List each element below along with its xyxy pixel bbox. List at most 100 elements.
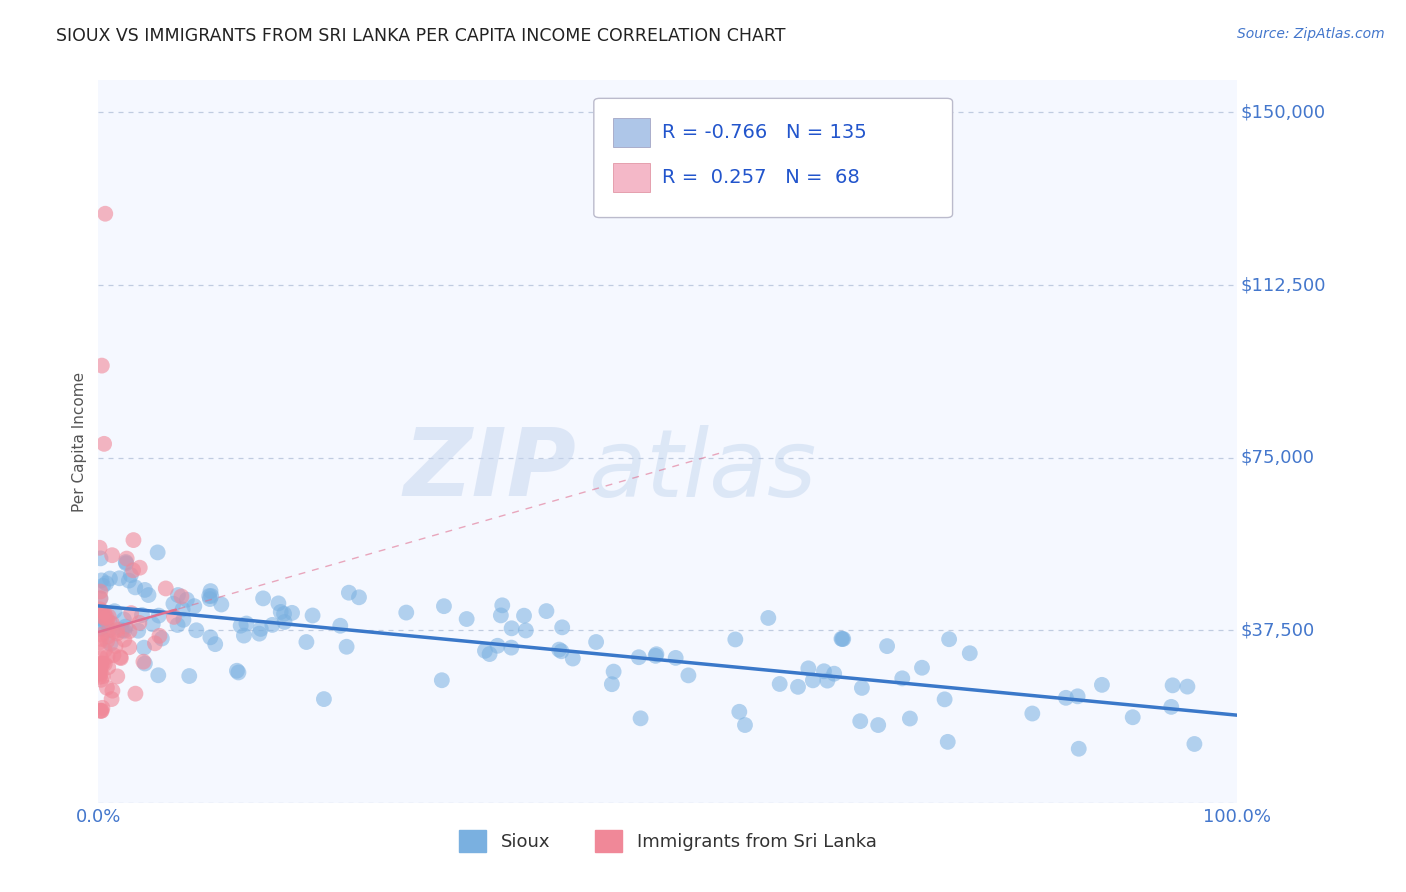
Point xyxy=(91,604,114,618)
Point xyxy=(142,617,165,632)
Point xyxy=(891,671,914,685)
Point xyxy=(90,632,112,646)
Point xyxy=(120,568,142,582)
Point xyxy=(111,624,134,638)
Point xyxy=(89,541,111,555)
Text: $75,000: $75,000 xyxy=(1240,449,1315,467)
Point xyxy=(172,602,194,616)
Point xyxy=(249,622,271,636)
Point xyxy=(166,618,188,632)
Point xyxy=(89,584,111,599)
Point xyxy=(115,557,138,571)
Point xyxy=(93,657,115,671)
Point xyxy=(103,604,125,618)
Point xyxy=(89,591,111,606)
Point xyxy=(89,635,111,649)
Point xyxy=(395,606,418,620)
Point xyxy=(301,608,323,623)
Point xyxy=(163,610,186,624)
Point xyxy=(162,597,184,611)
Point xyxy=(124,580,146,594)
Point xyxy=(252,591,274,606)
Point xyxy=(876,639,898,653)
FancyBboxPatch shape xyxy=(613,118,650,147)
Point xyxy=(561,651,583,665)
Point xyxy=(938,632,960,647)
Point xyxy=(118,640,141,655)
Point xyxy=(491,599,513,613)
Point xyxy=(105,626,128,640)
Point xyxy=(797,661,820,675)
Point xyxy=(1184,737,1206,751)
Point xyxy=(108,571,131,585)
Point xyxy=(89,608,111,623)
Point xyxy=(89,663,111,677)
Point xyxy=(89,551,111,566)
Point xyxy=(120,606,142,620)
Point xyxy=(515,624,537,638)
Point xyxy=(1091,678,1114,692)
Point xyxy=(122,533,145,547)
Point xyxy=(247,626,270,640)
FancyBboxPatch shape xyxy=(593,98,953,218)
Text: ZIP: ZIP xyxy=(404,425,576,516)
Point xyxy=(724,632,747,647)
Point xyxy=(336,640,359,654)
Point xyxy=(93,437,115,451)
Point xyxy=(198,592,221,607)
Point xyxy=(112,624,135,638)
Point xyxy=(96,610,118,624)
Point xyxy=(148,629,170,643)
Point xyxy=(911,661,934,675)
Point xyxy=(90,667,112,681)
Point xyxy=(756,611,779,625)
Point xyxy=(105,669,128,683)
Point xyxy=(91,657,114,671)
Point xyxy=(1054,690,1077,705)
Point xyxy=(1067,741,1090,756)
Point xyxy=(478,647,501,661)
Point xyxy=(146,545,169,559)
Point xyxy=(1122,710,1144,724)
Point xyxy=(312,692,335,706)
Point xyxy=(93,611,115,625)
Point xyxy=(179,669,201,683)
Point xyxy=(433,599,456,614)
Point xyxy=(1066,690,1088,704)
Point xyxy=(486,639,509,653)
Point xyxy=(645,647,668,661)
Point xyxy=(183,599,205,614)
Point xyxy=(90,359,112,373)
Point xyxy=(97,623,120,637)
Y-axis label: Per Capita Income: Per Capita Income xyxy=(72,371,87,512)
Text: $112,500: $112,500 xyxy=(1240,276,1326,294)
Point xyxy=(959,646,981,660)
Point xyxy=(186,624,208,638)
Point xyxy=(600,677,623,691)
Point xyxy=(112,612,135,626)
Point xyxy=(769,677,792,691)
Point xyxy=(229,618,252,632)
Point xyxy=(90,657,112,671)
Text: $150,000: $150,000 xyxy=(1240,103,1326,121)
Point xyxy=(734,718,756,732)
Point xyxy=(868,718,890,732)
Point xyxy=(90,627,112,641)
Point xyxy=(114,555,136,569)
Point xyxy=(89,622,111,636)
Point xyxy=(262,618,284,632)
Point xyxy=(832,632,855,646)
Point xyxy=(273,615,295,629)
Point xyxy=(89,606,111,620)
Text: $37,500: $37,500 xyxy=(1240,621,1315,640)
Point xyxy=(644,648,666,663)
Point xyxy=(347,591,370,605)
Point xyxy=(630,711,652,725)
Point xyxy=(96,614,118,628)
Point xyxy=(550,644,572,658)
Point xyxy=(329,619,352,633)
Point xyxy=(134,657,156,671)
Point xyxy=(128,615,150,630)
Point xyxy=(91,669,114,683)
Point xyxy=(100,637,122,651)
